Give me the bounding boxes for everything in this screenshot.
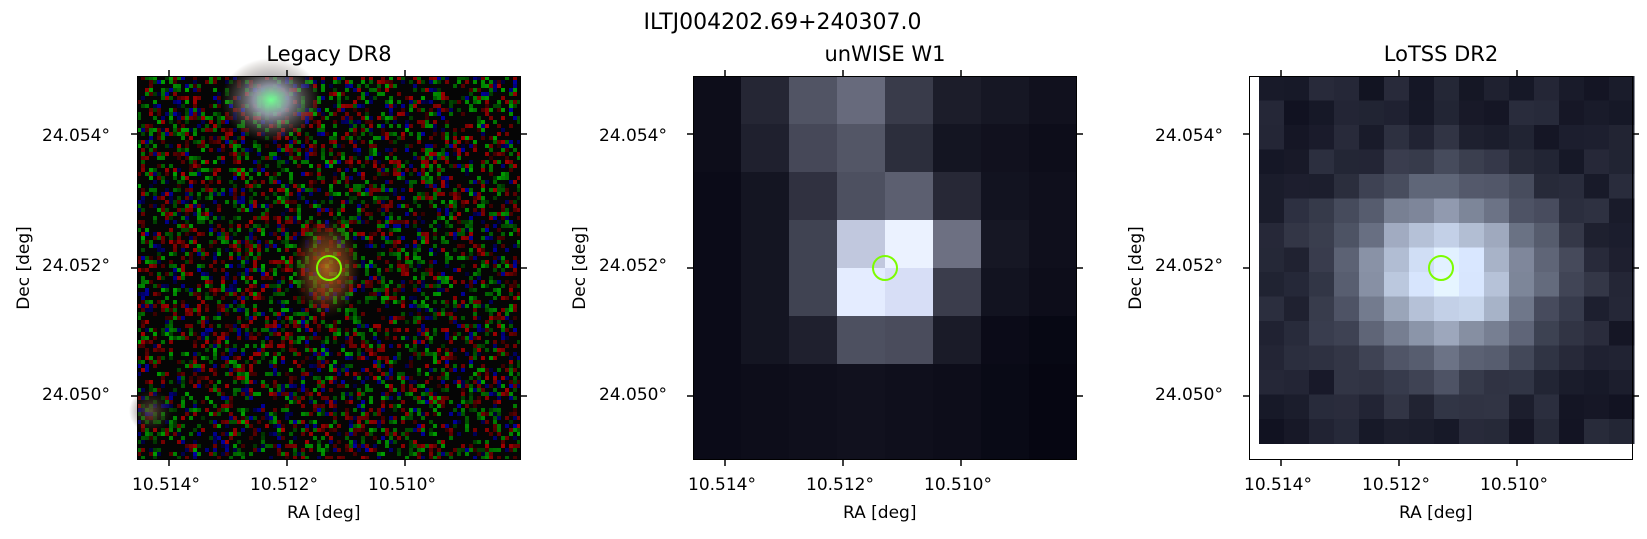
source-marker-circle bbox=[1428, 255, 1454, 281]
bright-star-blob bbox=[221, 58, 321, 142]
x-axis-label: RA [deg] bbox=[1399, 503, 1473, 523]
y-tick-label: 24.050° bbox=[599, 385, 667, 405]
figure-suptitle: ILTJ004202.69+240307.0 bbox=[643, 10, 922, 35]
x-tick-label: 10.514° bbox=[1244, 475, 1312, 495]
panel-frame bbox=[137, 76, 521, 460]
faint-source-blob bbox=[129, 389, 173, 433]
image-pixels bbox=[693, 76, 1077, 460]
x-axis-label: RA [deg] bbox=[287, 503, 361, 523]
panel-frame bbox=[1249, 76, 1633, 460]
y-tick-label: 24.054° bbox=[599, 126, 667, 146]
panel-title: LoTSS DR2 bbox=[1383, 42, 1499, 66]
y-tick-label: 24.054° bbox=[42, 126, 110, 146]
y-tick-label: 24.050° bbox=[1155, 385, 1223, 405]
x-tick-label: 10.512° bbox=[250, 475, 318, 495]
x-tick-label: 10.514° bbox=[688, 475, 756, 495]
y-tick-label: 24.052° bbox=[42, 256, 110, 276]
panel-frame bbox=[693, 76, 1077, 460]
host-galaxy-blob bbox=[293, 218, 361, 318]
y-tick-label: 24.054° bbox=[1155, 126, 1223, 146]
x-tick-label: 10.510° bbox=[1480, 475, 1548, 495]
lotss-dr2-image bbox=[1249, 76, 1635, 460]
y-tick-label: 24.050° bbox=[42, 385, 110, 405]
source-marker-circle bbox=[316, 255, 342, 281]
x-tick-label: 10.512° bbox=[1362, 475, 1430, 495]
unwise-w1-image bbox=[693, 76, 1077, 460]
image-pixels bbox=[1259, 76, 1635, 444]
y-tick-label: 24.052° bbox=[599, 256, 667, 276]
x-tick-label: 10.514° bbox=[132, 475, 200, 495]
source-marker-circle bbox=[872, 255, 898, 281]
panel-title: unWISE W1 bbox=[824, 42, 946, 66]
image-pixels bbox=[137, 76, 521, 460]
x-tick-label: 10.512° bbox=[806, 475, 874, 495]
x-tick-label: 10.510° bbox=[924, 475, 992, 495]
x-axis-label: RA [deg] bbox=[843, 503, 917, 523]
y-tick-label: 24.052° bbox=[1155, 256, 1223, 276]
legacy-dr8-image bbox=[129, 58, 521, 460]
x-tick-label: 10.510° bbox=[368, 475, 436, 495]
